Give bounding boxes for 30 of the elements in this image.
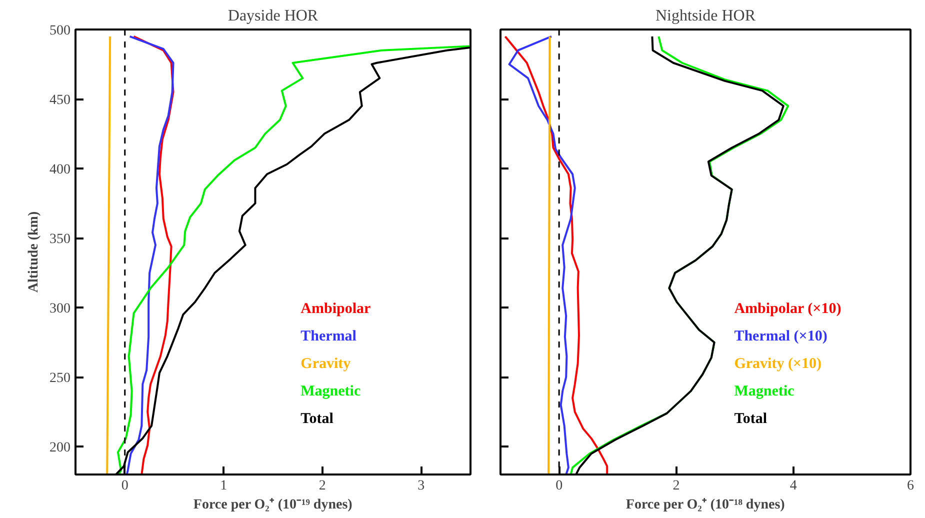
text: Total [300, 411, 334, 428]
text: Ambipolar [300, 300, 371, 317]
x-tick-label: 6 [907, 478, 914, 494]
y-tick-label: 200 [50, 440, 70, 456]
x-tick-label: 0 [556, 478, 563, 494]
text: Ambipolar (×10) [734, 300, 842, 317]
x-tick-label: 3 [418, 478, 425, 494]
x-tick-label: 2 [318, 478, 326, 494]
y-tick-label: 450 [50, 93, 70, 108]
y-tick-label: 400 [50, 162, 70, 178]
x-axis-title: Force per O₂⁺ (10⁻¹⁹ dynes) [193, 498, 353, 512]
text: Magnetic [734, 384, 795, 400]
x-tick-label: 2 [672, 478, 680, 494]
text: Magnetic [300, 384, 361, 400]
text: Total [734, 411, 767, 428]
y-tick-label: 300 [50, 302, 70, 317]
text: Thermal [300, 328, 356, 344]
y-tick-label: 350 [50, 232, 70, 248]
chart-title: Dayside HOR [228, 8, 318, 24]
y-tick-label: 250 [50, 371, 70, 386]
x-tick-label: 1 [220, 478, 228, 494]
x-axis-title: Force per O₂⁺ (10⁻¹⁸ dynes) [626, 498, 786, 512]
y-axis-title: Altitude (km) [26, 211, 42, 293]
y-tick-label: 500 [50, 24, 70, 38]
x-tick-label: 4 [790, 478, 797, 494]
chart-title: Nightside HOR [656, 8, 756, 24]
x-tick-label: 0 [121, 478, 128, 494]
text: Gravity (×10) [734, 356, 822, 372]
text: Gravity [300, 356, 352, 372]
text: Thermal (×10) [734, 328, 828, 344]
